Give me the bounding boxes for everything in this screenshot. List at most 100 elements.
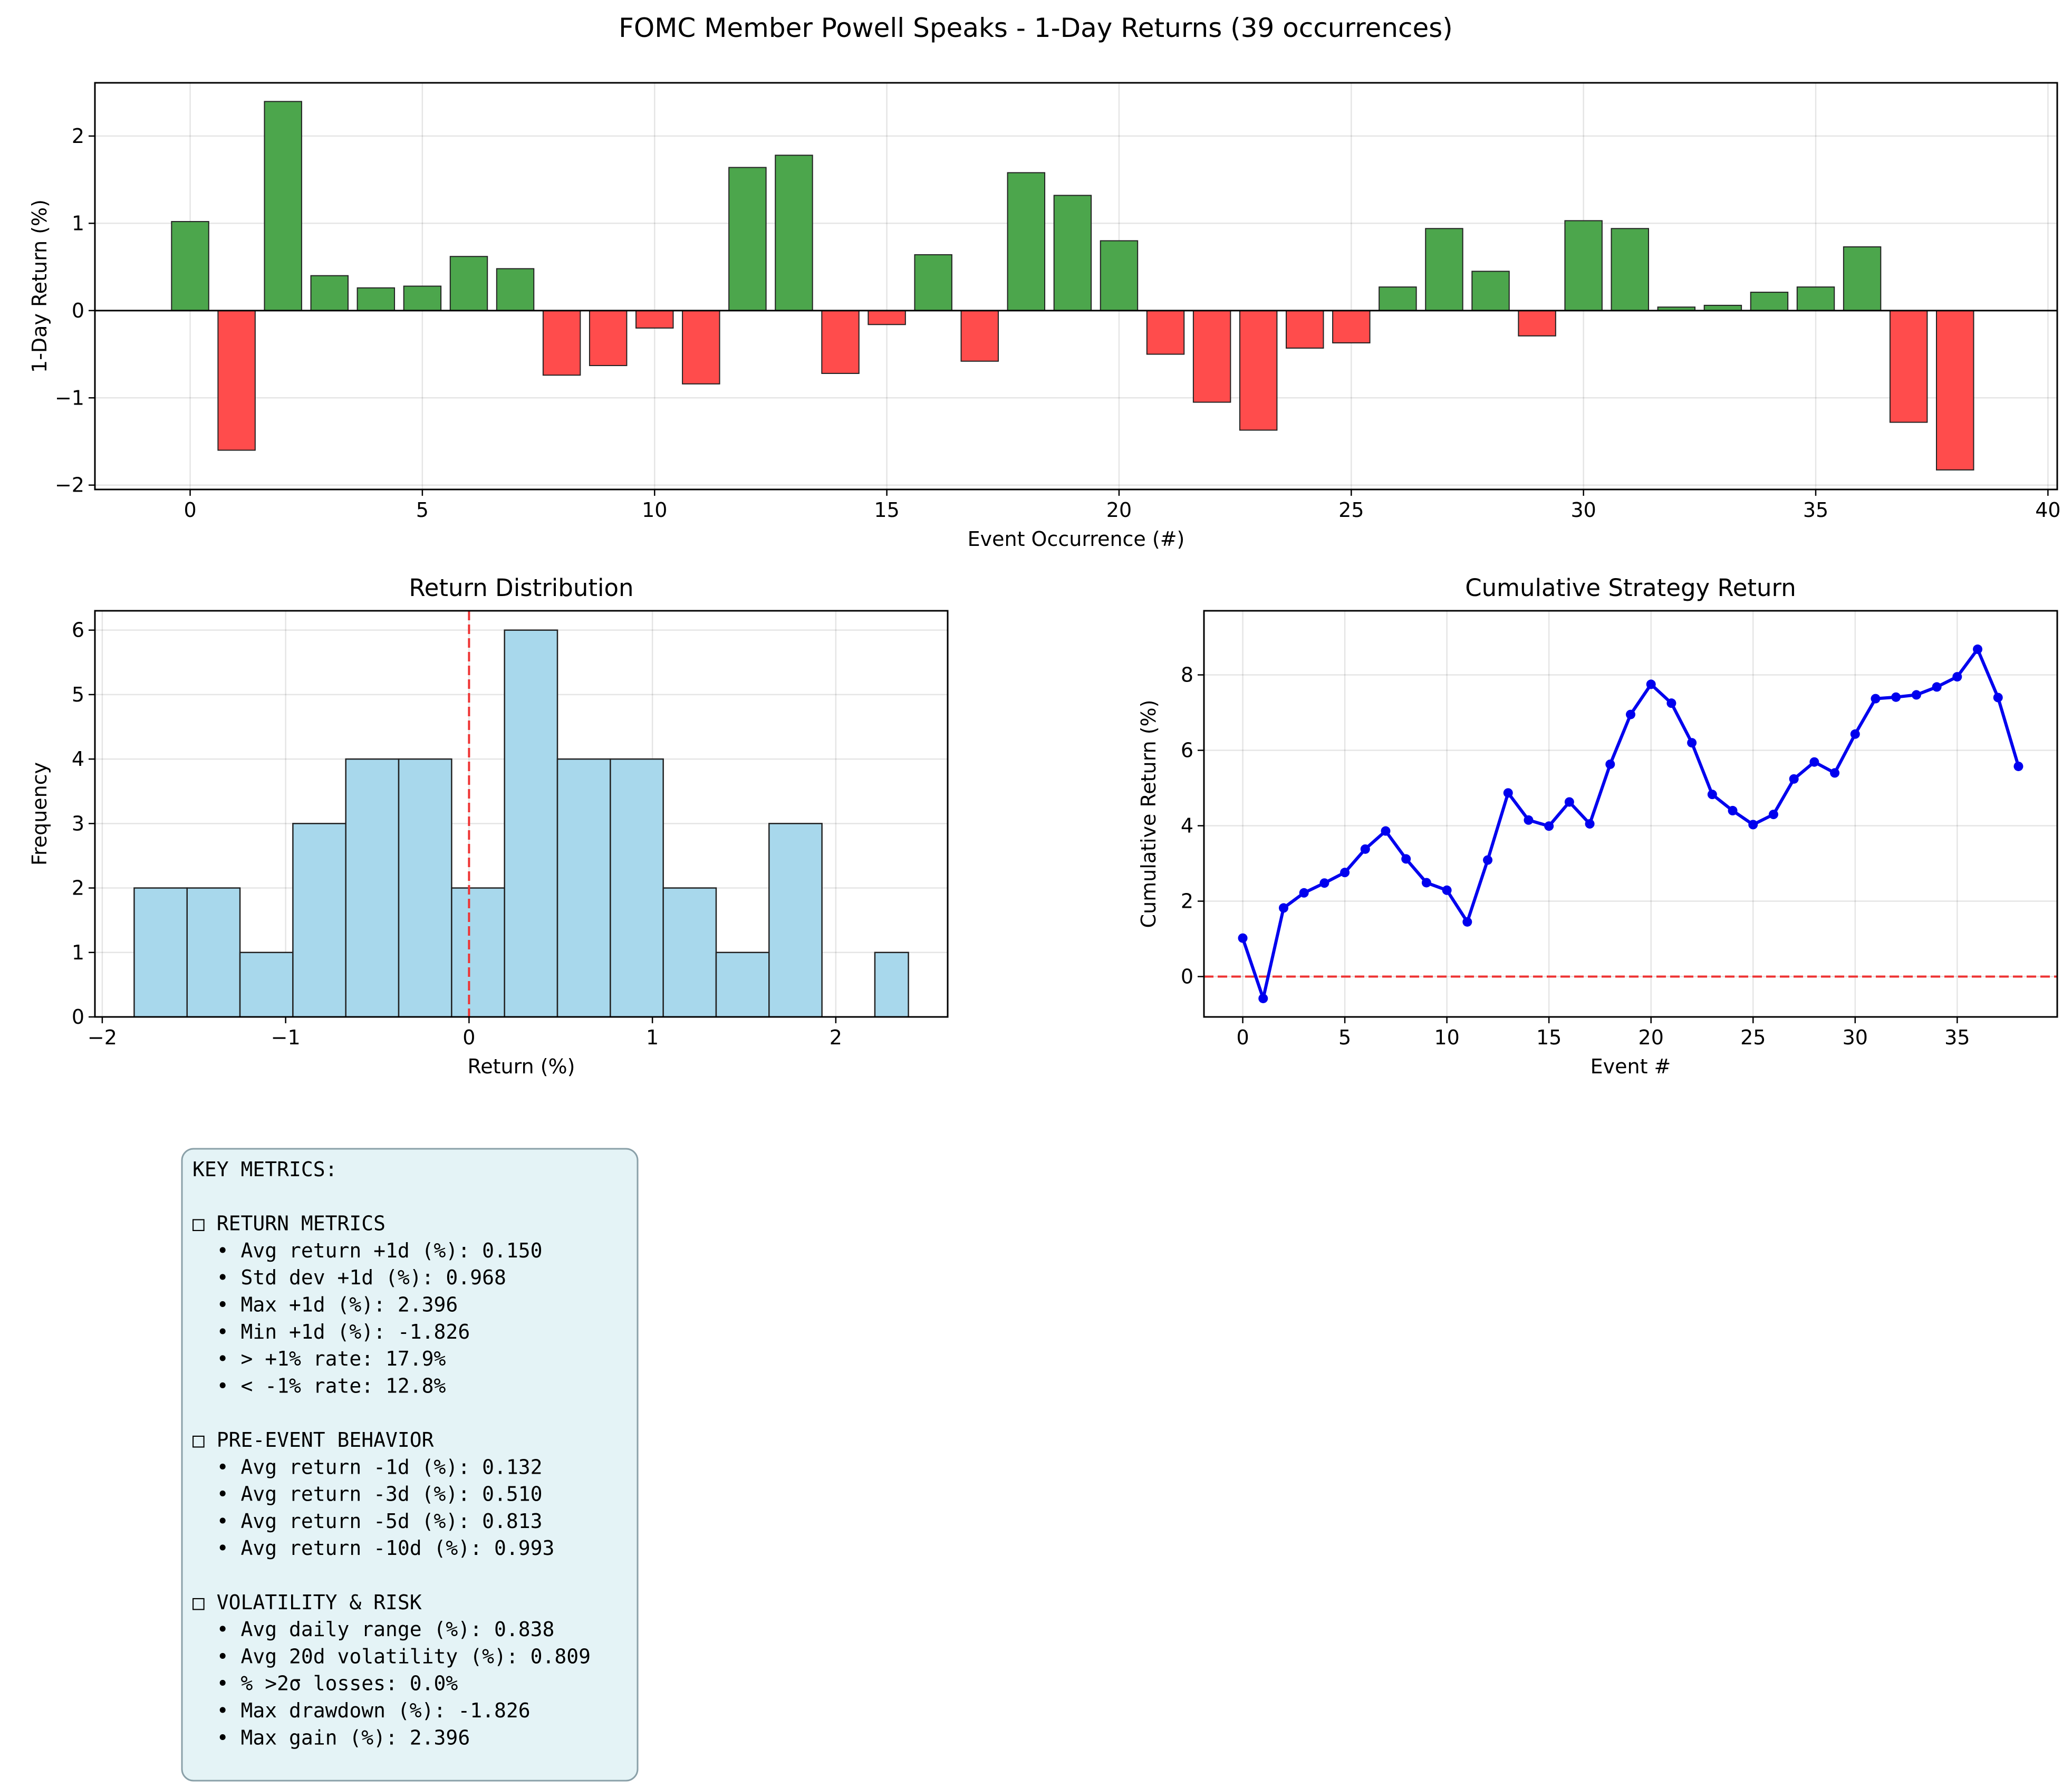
histogram-x-tick-label: −2 [88,1026,117,1049]
histogram-bin [662,887,717,1018]
histogram-y-tick-label: 2 [72,877,84,900]
metrics-line: • Avg return +1d (%): 0.150 [192,1239,542,1262]
histogram-bin [768,823,823,1018]
line-chart-x-tick-label: 0 [1236,1026,1249,1049]
bar-chart-y-tick-label: −2 [55,474,84,497]
line-chart-x-tick-label: 5 [1338,1026,1351,1049]
bar-chart-y-tick-label: −1 [55,386,84,409]
cumulative-return-point [1524,815,1534,825]
cumulative-return-point [1544,821,1554,831]
bar-chart-ticks: 0 5 10 15 20 25 30 35 40 −2 −1 0 1 2 [55,124,2061,522]
histogram-frame [94,610,949,1018]
return-bar [1053,195,1092,311]
cumulative-return-point [1748,820,1758,830]
cumulative-return-point [1728,805,1738,815]
metrics-line: • Avg return -3d (%): 0.510 [192,1483,542,1506]
metrics-line: • Avg return -5d (%): 0.813 [192,1510,542,1533]
histogram-title: Return Distribution [409,574,633,602]
metrics-line: • < -1% rate: 12.8% [192,1374,446,1397]
metrics-line: • Max drawdown (%): -1.826 [192,1699,531,1722]
histogram-y-tick-label: 1 [72,941,84,964]
metrics-line: KEY METRICS: [192,1158,338,1181]
bar-chart-x-tick-label: 0 [184,498,196,522]
histogram-x-tick-label: 1 [646,1026,659,1049]
line-chart-x-tick-label: 35 [1944,1026,1970,1049]
metrics-line: • Std dev +1d (%): 0.968 [192,1266,506,1289]
return-bar [1518,310,1556,337]
line-chart-y-tick-label: 2 [1181,890,1193,913]
cumulative-return-point [1809,757,1819,767]
bar-chart-x-tick-label: 20 [1106,498,1132,522]
cumulative-return-point [1789,774,1799,784]
return-bar [1192,310,1231,403]
cumulative-return-point [1442,885,1452,895]
return-bar [914,254,952,311]
return-bar [1796,286,1835,311]
cumulative-return-point [1707,790,1717,800]
cumulative-return-point [1626,709,1635,719]
figure-title: FOMC Member Powell Speaks - 1-Day Return… [619,13,1453,43]
histogram-bin [186,887,241,1018]
metrics-line: • Avg 20d volatility (%): 0.809 [192,1645,591,1668]
bar-chart-x-tick-label: 30 [1570,498,1596,522]
bar-chart-x-tick-label: 40 [2035,498,2060,522]
return-bar [775,155,813,311]
return-bar [1286,310,1324,349]
cumulative-return-point [1340,868,1350,878]
histogram-bin [239,952,294,1018]
histogram-bin [556,758,611,1018]
key-metrics-lines: KEY METRICS: □ RETURN METRICS • Avg retur… [192,1158,591,1749]
return-bar [1750,292,1789,311]
cumulative-return-point [1483,855,1493,865]
return-bar [542,310,581,376]
cumulative-return-point [1830,768,1840,778]
return-bar [310,275,349,311]
histogram-bin [451,887,505,1018]
cumulative-return-point [1932,682,1942,692]
line-chart-ticks: 0 5 10 15 20 25 30 35 0 2 4 6 8 [1181,664,1970,1049]
histogram-y-tick-label: 3 [72,812,84,835]
return-bar [171,221,209,311]
histogram-bin [874,952,909,1018]
line-chart-x-tick-label: 20 [1639,1026,1664,1049]
cumulative-return-point [1421,878,1431,888]
return-bar [821,310,860,374]
cumulative-return-point [1319,878,1329,888]
cumulative-return-point [1952,672,1962,682]
histogram-y-tick-label: 6 [72,619,84,642]
histogram-bin [133,887,188,1018]
histogram-x-tick-label: −1 [271,1026,301,1049]
cumulative-return-point [1666,698,1676,708]
histogram-x-axis-label: Return (%) [468,1055,575,1078]
metrics-line: □ RETURN METRICS [192,1212,386,1235]
metrics-line: • % >2σ losses: 0.0% [192,1672,458,1695]
bar-chart-x-axis-label: Event Occurrence (#) [968,527,1185,551]
line-chart-y-tick-label: 0 [1181,965,1193,988]
line-chart-y-tick-label: 4 [1181,814,1193,838]
return-bar [1564,220,1603,311]
bar-chart-bars [171,101,1974,470]
cumulative-return-line [1241,647,2020,1000]
return-bar [496,268,535,311]
histogram-bin [715,952,770,1018]
cumulative-return-point [1462,917,1472,927]
return-bar [1843,246,1882,311]
metrics-line: • Max +1d (%): 2.396 [192,1293,458,1317]
return-bar [1146,310,1185,355]
cumulative-return-point [1646,679,1656,689]
line-chart-x-tick-label: 10 [1434,1026,1459,1049]
metrics-line: • Avg return -10d (%): 0.993 [192,1536,554,1560]
return-bar [682,310,720,385]
line-chart-frame [1203,610,2058,1018]
bar-chart-y-tick-label: 0 [72,299,84,322]
histogram-x-tick-label: 2 [830,1026,842,1049]
histogram-bin [345,758,400,1018]
key-metrics-box: KEY METRICS: □ RETURN METRICS • Avg retur… [181,1148,639,1782]
cumulative-return-point [1585,819,1595,829]
return-bar [635,310,674,329]
line-chart-x-axis-label: Event # [1591,1055,1671,1078]
return-bar [868,310,906,325]
metrics-line: • Max gain (%): 2.396 [192,1726,470,1749]
cumulative-return-point [1687,738,1697,748]
line-chart-x-tick-label: 30 [1843,1026,1868,1049]
